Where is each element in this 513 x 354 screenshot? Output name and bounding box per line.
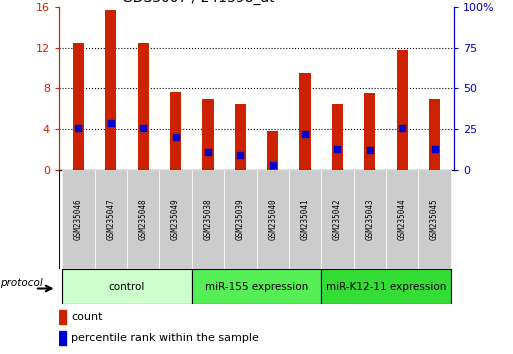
Point xyxy=(204,149,212,155)
Bar xyxy=(234,104,246,170)
Text: GSM235045: GSM235045 xyxy=(430,199,439,240)
Text: GSM235049: GSM235049 xyxy=(171,199,180,240)
Text: GSM235041: GSM235041 xyxy=(301,199,309,240)
Point xyxy=(398,125,406,130)
Text: GSM235042: GSM235042 xyxy=(333,199,342,240)
Bar xyxy=(202,99,213,170)
Text: miR-155 expression: miR-155 expression xyxy=(205,282,308,292)
Text: GSM235043: GSM235043 xyxy=(365,199,374,240)
Text: GSM235038: GSM235038 xyxy=(204,199,212,240)
Point xyxy=(366,148,374,153)
Bar xyxy=(62,170,94,269)
Point xyxy=(430,146,439,152)
Point xyxy=(333,146,342,152)
Text: GSM235044: GSM235044 xyxy=(398,199,407,240)
Text: GSM235046: GSM235046 xyxy=(74,199,83,240)
Bar xyxy=(267,131,279,170)
Point xyxy=(74,125,83,130)
Bar xyxy=(192,170,224,269)
Point xyxy=(301,131,309,137)
Point xyxy=(139,125,147,130)
Bar xyxy=(94,170,127,269)
Bar xyxy=(59,310,66,324)
Bar xyxy=(429,99,440,170)
Bar xyxy=(62,269,192,304)
Bar xyxy=(127,170,160,269)
Bar xyxy=(321,269,451,304)
Text: GSM235040: GSM235040 xyxy=(268,199,277,240)
Bar xyxy=(192,269,321,304)
Bar xyxy=(73,43,84,170)
Point xyxy=(269,162,277,168)
Bar xyxy=(419,170,451,269)
Bar xyxy=(59,331,66,345)
Bar xyxy=(364,92,376,170)
Text: percentile rank within the sample: percentile rank within the sample xyxy=(71,333,259,343)
Text: count: count xyxy=(71,312,103,322)
Point xyxy=(107,120,115,126)
Bar xyxy=(321,170,353,269)
Bar xyxy=(289,170,321,269)
Text: GDS3007 / 241398_at: GDS3007 / 241398_at xyxy=(122,0,275,5)
Text: control: control xyxy=(109,282,145,292)
Text: GSM235048: GSM235048 xyxy=(139,199,148,240)
Text: GSM235047: GSM235047 xyxy=(106,199,115,240)
Bar xyxy=(353,170,386,269)
Bar xyxy=(256,170,289,269)
Bar xyxy=(300,73,311,170)
Bar xyxy=(224,170,256,269)
Text: protocol: protocol xyxy=(0,278,43,288)
Point xyxy=(171,135,180,140)
Bar xyxy=(332,104,343,170)
Point xyxy=(236,153,244,158)
Bar xyxy=(137,43,149,170)
Text: miR-K12-11 expression: miR-K12-11 expression xyxy=(326,282,446,292)
Text: GSM235039: GSM235039 xyxy=(236,199,245,240)
Bar xyxy=(160,170,192,269)
Bar xyxy=(386,170,419,269)
Bar xyxy=(105,10,116,170)
Bar xyxy=(170,92,181,170)
Bar xyxy=(397,50,408,170)
